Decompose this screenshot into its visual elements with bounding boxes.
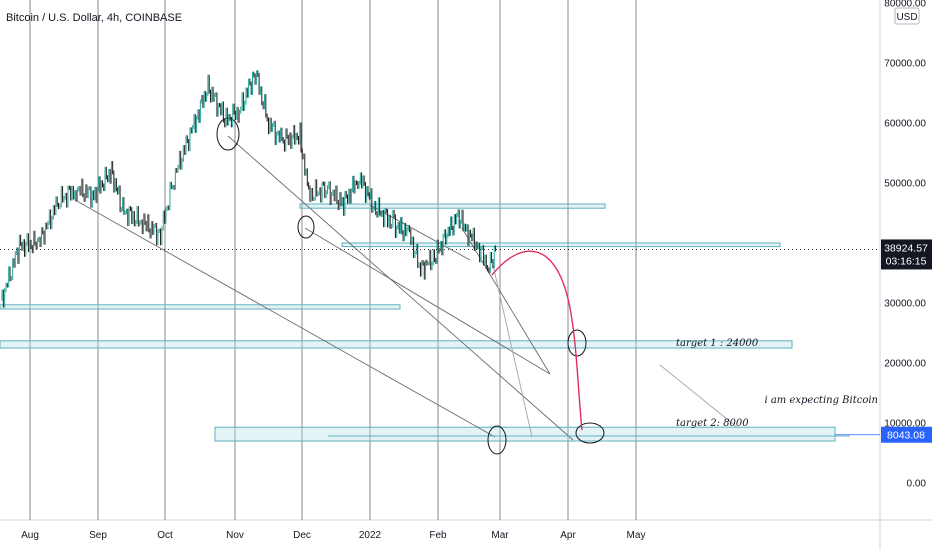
- x-axis: Aug Sep Oct Nov Dec 2022 Feb Mar Apr May: [21, 530, 645, 541]
- chart-title: Bitcoin / U.S. Dollar, 4h, COINBASE: [6, 12, 183, 24]
- target-zone-8000: [214, 426, 836, 442]
- marker-ellipse-target-a: [487, 425, 507, 455]
- target-price-label: 8043.08: [887, 430, 925, 442]
- marker-ellipse-target1: [567, 329, 587, 357]
- trendline-aug: [74, 199, 496, 438]
- x-tick-label: Nov: [226, 530, 244, 541]
- currency-badge-label: USD: [896, 12, 917, 23]
- annotation-pointer: [659, 364, 739, 429]
- marker-ellipse-nov: [216, 117, 240, 151]
- annotation-target-1: target 1 : 24000: [676, 338, 759, 349]
- y-tick-label: 30000.00: [884, 299, 926, 310]
- annotation-target-2: target 2: 8000: [676, 418, 749, 429]
- support-zone-29500: [0, 304, 401, 310]
- trendline-feb: [461, 227, 551, 375]
- price-series: [0, 70, 880, 308]
- trendline-nov: [227, 135, 574, 441]
- y-tick-label: 20000.00: [884, 359, 926, 370]
- x-tick-label: May: [627, 530, 646, 541]
- y-tick-label: 50000.00: [884, 179, 926, 190]
- y-axis: 0.0010000.0020000.0030000.0040000.005000…: [881, 0, 932, 490]
- y-tick-label: 70000.00: [884, 59, 926, 70]
- drawings-layer: [0, 117, 880, 455]
- x-tick-label: Oct: [157, 530, 173, 541]
- annotation-expecting: i am expecting Bitcoin: [764, 395, 878, 406]
- trendline-jan: [369, 204, 471, 261]
- target-price-badge: [881, 426, 932, 443]
- countdown-label: 03:16:15: [886, 255, 927, 267]
- projection-curve: [491, 250, 583, 431]
- support-zone-24000: [0, 340, 793, 349]
- marker-ellipse-dec: [297, 215, 315, 239]
- annotations-layer: target 1 : 24000 target 2: 8000 i am expec…: [676, 338, 878, 429]
- y-tick-label: 0.00: [907, 479, 927, 490]
- current-price-label: 38924.57: [884, 242, 928, 254]
- x-tick-label: Apr: [560, 530, 576, 541]
- projection-arrow: [492, 264, 533, 438]
- x-tick-label: Dec: [293, 530, 311, 541]
- marker-ellipse-target2: [575, 422, 605, 444]
- current-price-badge: [881, 239, 932, 270]
- y-tick-label: 60000.00: [884, 119, 926, 130]
- resistance-zone-46000: [299, 203, 606, 209]
- y-tick-label: 10000.00: [884, 419, 926, 430]
- x-tick-label: 2022: [359, 530, 382, 541]
- trendline-dec: [304, 227, 551, 375]
- y-tick-label: 80000.00: [884, 0, 926, 10]
- x-tick-label: Sep: [89, 530, 107, 541]
- x-tick-label: Aug: [21, 530, 39, 541]
- resistance-zone-40000: [341, 242, 781, 248]
- x-tick-label: Mar: [491, 530, 509, 541]
- x-tick-label: Feb: [429, 530, 447, 541]
- currency-badge: [894, 7, 920, 25]
